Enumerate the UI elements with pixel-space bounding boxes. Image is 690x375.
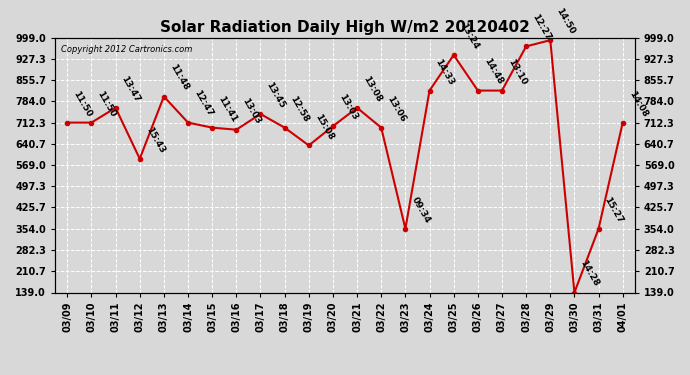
Text: 13:03: 13:03	[241, 96, 262, 126]
Text: 15:08: 15:08	[313, 112, 335, 141]
Text: 11:41: 11:41	[217, 94, 239, 123]
Text: 13:06: 13:06	[386, 94, 407, 123]
Text: 09:34: 09:34	[410, 195, 432, 225]
Text: 15:27: 15:27	[603, 195, 625, 225]
Text: 11:50: 11:50	[96, 89, 117, 118]
Text: 13:45: 13:45	[265, 80, 287, 110]
Text: 13:47: 13:47	[120, 74, 142, 104]
Title: Solar Radiation Daily High W/m2 20120402: Solar Radiation Daily High W/m2 20120402	[160, 20, 530, 35]
Text: 12:58: 12:58	[289, 94, 311, 123]
Text: 13:08: 13:08	[362, 74, 383, 104]
Text: 13:03: 13:03	[337, 93, 359, 122]
Text: 14:08: 14:08	[627, 89, 649, 118]
Text: 14:33: 14:33	[434, 57, 456, 86]
Text: Copyright 2012 Cartronics.com: Copyright 2012 Cartronics.com	[61, 45, 193, 54]
Text: 14:28: 14:28	[579, 259, 601, 288]
Text: 13:10: 13:10	[506, 57, 528, 86]
Text: 13:24: 13:24	[458, 21, 480, 51]
Text: 12:47: 12:47	[193, 89, 215, 118]
Text: 14:50: 14:50	[555, 7, 577, 36]
Text: 11:50: 11:50	[72, 89, 93, 118]
Text: 15:43: 15:43	[144, 125, 166, 154]
Text: 12:27: 12:27	[531, 13, 553, 42]
Text: 11:48: 11:48	[168, 63, 190, 92]
Text: 14:48: 14:48	[482, 57, 504, 86]
